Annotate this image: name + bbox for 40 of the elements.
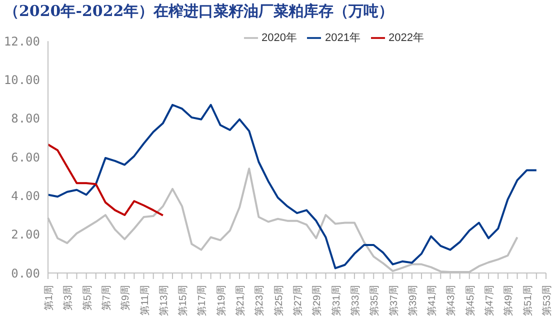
x-tick-label: 第49周 bbox=[502, 285, 515, 316]
x-tick-label: 第31周 bbox=[330, 285, 342, 316]
y-tick-label: 12.00 bbox=[4, 34, 40, 48]
legend-label: 2020年 bbox=[262, 32, 298, 44]
line-series bbox=[47, 143, 164, 216]
line-series bbox=[47, 104, 538, 270]
legend-label: 2022年 bbox=[388, 32, 424, 44]
x-tick-label: 第35周 bbox=[368, 285, 381, 316]
x-tick-label: 第33周 bbox=[349, 285, 362, 316]
x-tick-label: 第19周 bbox=[215, 285, 228, 316]
x-tick-label: 第29周 bbox=[311, 285, 324, 316]
x-tick-label: 第27周 bbox=[292, 285, 304, 316]
x-tick-label: 第9周 bbox=[120, 285, 132, 311]
x-tick-label: 第25周 bbox=[272, 285, 285, 316]
x-tick-label: 第3周 bbox=[62, 285, 74, 311]
x-tick-label: 第23周 bbox=[254, 285, 266, 316]
y-tick-label: 0.00 bbox=[11, 266, 40, 280]
x-tick-label: 第51周 bbox=[522, 285, 534, 316]
x-tick-label: 第21周 bbox=[234, 285, 247, 316]
chart-title: （2020年-2022年）在榨进口菜籽油厂菜粕库存（万吨） bbox=[4, 2, 394, 21]
y-tick-label: 10.00 bbox=[4, 73, 40, 88]
y-tick-label: 4.00 bbox=[11, 188, 40, 203]
x-tick-label: 第43周 bbox=[445, 285, 458, 316]
x-tick-label: 第11周 bbox=[138, 285, 151, 316]
x-tick-label: 第15周 bbox=[177, 285, 190, 316]
x-tick-label: 第5周 bbox=[81, 285, 94, 311]
x-tick-label: 第7周 bbox=[100, 285, 112, 311]
x-tick-label: 第39周 bbox=[406, 285, 419, 316]
y-tick-label: 8.00 bbox=[11, 112, 40, 126]
x-tick-label: 第1周 bbox=[43, 285, 55, 311]
y-tick-label: 2.00 bbox=[11, 228, 40, 242]
x-tick-label: 第41周 bbox=[426, 285, 438, 316]
x-tick-label: 第45周 bbox=[464, 285, 476, 316]
legend-label: 2021年 bbox=[325, 32, 361, 44]
x-tick-label: 第53周 bbox=[541, 285, 553, 316]
x-tick-label: 第47周 bbox=[484, 285, 496, 316]
x-tick-label: 第17周 bbox=[196, 285, 208, 316]
x-tick-label: 第13周 bbox=[158, 285, 170, 316]
x-tick-label: 第37周 bbox=[388, 285, 400, 316]
y-tick-label: 6.00 bbox=[11, 150, 40, 164]
